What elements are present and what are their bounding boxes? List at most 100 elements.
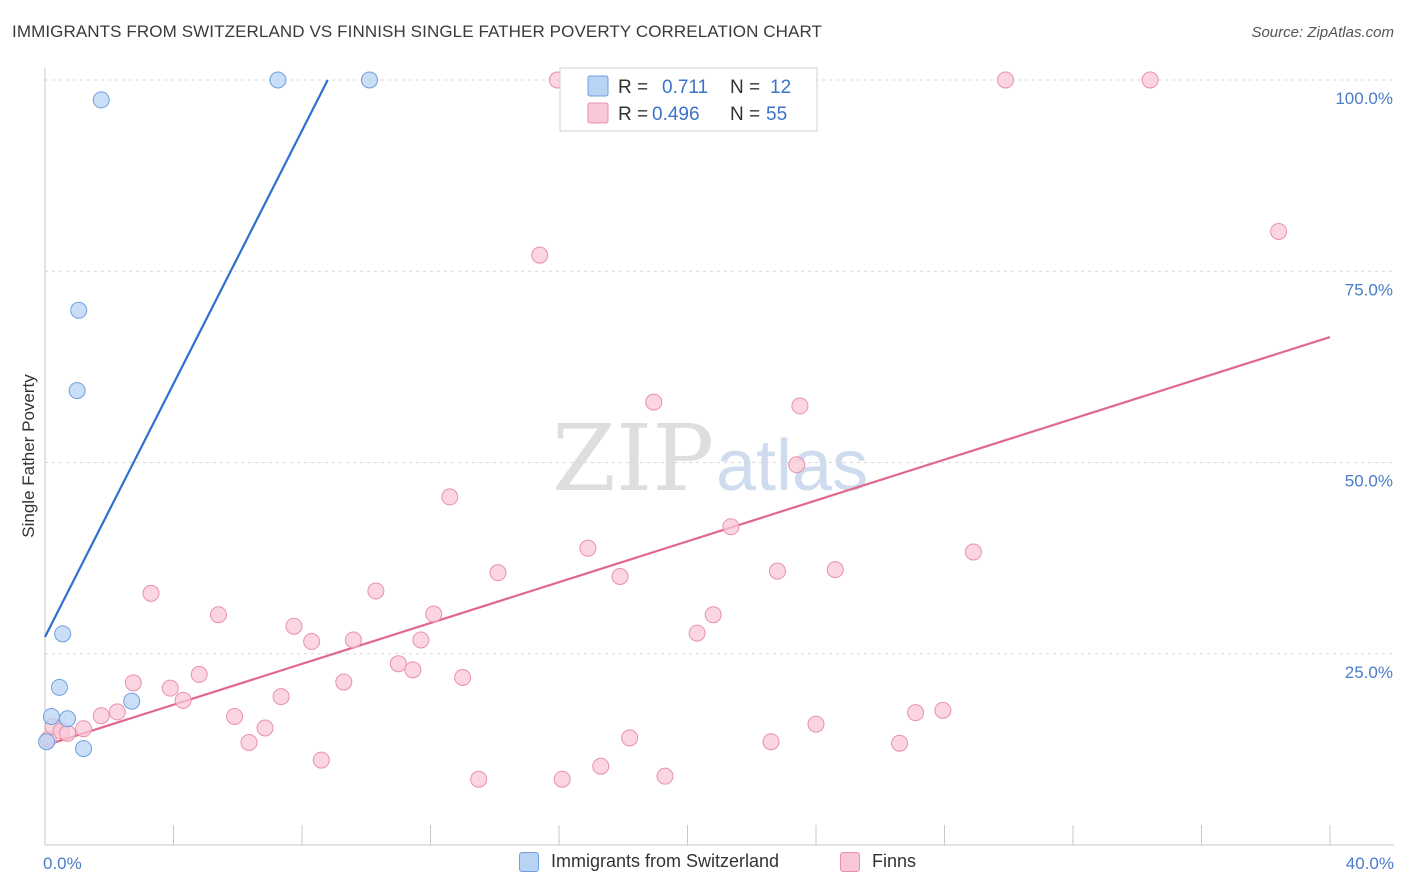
point-finns-11 [190,665,208,683]
point-finns-18 [303,633,321,651]
point-finns-34 [579,539,597,557]
point-finns-4 [75,720,93,738]
legend-n-value-finns: 55 [766,104,787,125]
point-finns-48 [807,715,825,733]
x-ticks [173,825,1331,845]
point-finns-29 [470,770,488,788]
point-finns-42 [722,518,740,536]
legend-n-label-finns: N = [730,104,760,125]
point-finns-15 [256,719,274,737]
point-switzerland-1 [42,707,60,725]
point-finns-7 [124,674,142,692]
point-finns-30 [489,564,507,582]
point-finns-44 [762,733,780,751]
x-tick-label-min: 0.0% [43,854,82,873]
bottom-legend-label-switzerland: Immigrants from Switzerland [551,851,780,871]
y-tick-label-25: 25.0% [1345,663,1393,682]
legend-r-value-switzerland: 0.711 [662,77,708,98]
legend-n-label-switzerland: N = [730,77,760,98]
point-finns-24 [404,661,422,679]
point-finns-56 [1270,222,1288,240]
point-finns-20 [335,673,353,691]
point-finns-49 [826,561,844,579]
bottom-legend-swatch-switzerland [519,851,539,872]
point-finns-51 [907,704,925,722]
point-finns-21 [344,631,362,649]
point-finns-5 [92,707,110,725]
point-finns-6 [108,703,126,721]
y-tick-label-100: 100.0% [1335,89,1393,108]
point-finns-55 [1141,71,1159,89]
point-switzerland-10 [269,71,287,89]
bottom-legend-label-finns: Finns [872,851,917,871]
point-finns-50 [891,734,909,752]
point-finns-25 [412,631,430,649]
source-credit: Source: ZipAtlas.com [1251,24,1394,41]
point-finns-3 [58,724,76,742]
y-axis-title: Single Father Poverty [19,374,38,538]
point-finns-8 [142,584,160,602]
point-switzerland-6 [70,301,88,319]
point-switzerland-3 [54,625,72,643]
point-finns-22 [367,582,385,600]
point-finns-45 [768,562,786,580]
point-switzerland-8 [92,91,110,109]
legend-n-value-switzerland: 12 [770,77,791,98]
point-finns-41 [704,606,722,624]
y-tick-label-50: 50.0% [1345,472,1393,491]
point-finns-37 [621,729,639,747]
trend-line-switzerland [44,79,329,638]
point-finns-38 [645,393,663,411]
legend-r-label-switzerland: R = [618,77,648,98]
watermark-zip: ZIP [552,405,714,512]
point-switzerland-7 [75,740,93,758]
legend-swatch-switzerland [587,75,609,97]
point-switzerland-9 [123,692,141,710]
legend-r-value-finns: 0.496 [652,104,700,125]
grid [45,79,1394,655]
point-finns-23 [389,655,407,673]
point-finns-36 [611,567,629,585]
point-finns-46 [788,456,806,474]
bottom-legend-finns: Finns [840,851,916,872]
point-finns-10 [174,691,192,709]
point-finns-39 [656,767,674,785]
point-finns-27 [441,488,459,506]
legend-swatch-finns [587,102,609,124]
chart-title: IMMIGRANTS FROM SWITZERLAND VS FINNISH S… [12,22,823,41]
point-finns-16 [272,688,290,706]
point-switzerland-2 [50,678,68,696]
point-finns-12 [209,606,227,624]
bottom-legend: Immigrants from Switzerland Finns [0,851,1406,879]
point-finns-13 [226,707,244,725]
bottom-legend-swatch-finns [840,851,860,872]
point-switzerland-4 [58,710,76,728]
point-finns-28 [454,668,472,686]
point-finns-9 [161,679,179,697]
y-tick-labels: 25.0% 50.0% 75.0% 100.0% [1335,89,1393,682]
point-switzerland-11 [360,71,378,89]
point-finns-33 [553,770,571,788]
point-finns-53 [964,543,982,561]
watermark: ZIP atlas [552,405,868,512]
trend-line-finns [44,335,1331,747]
point-switzerland-0 [38,733,56,751]
y-tick-label-75: 75.0% [1345,280,1393,299]
x-tick-label-max: 40.0% [1346,854,1394,873]
point-finns-54 [997,71,1015,89]
point-switzerland-5 [68,382,86,400]
trend-lines [44,79,1331,747]
point-finns-31 [531,246,549,264]
legend-r-label-finns: R = [618,104,648,125]
point-finns-19 [312,751,330,769]
bottom-legend-switzerland: Immigrants from Switzerland [519,851,779,872]
point-finns-17 [285,617,303,635]
point-finns-26 [425,605,443,623]
point-finns-47 [791,397,809,415]
point-finns-14 [240,733,258,751]
point-finns-52 [934,701,952,719]
point-finns-35 [592,757,610,775]
data-points [38,71,1288,788]
legend: R = 0.711 N = 12 R = 0.496 N = 55 [559,67,818,132]
